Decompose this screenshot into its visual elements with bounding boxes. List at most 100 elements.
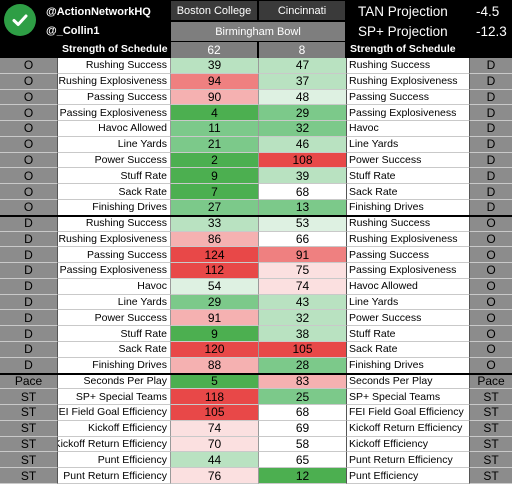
team-left-rank: 76	[170, 468, 258, 484]
team-right-rank: 68	[258, 405, 346, 421]
table-row: ST Kickoff Return Efficiency 70 58 Kickoff E…	[0, 436, 512, 453]
unit-label: ST	[0, 389, 58, 406]
team-right-rank: 108	[258, 152, 346, 169]
stat-label: Stuff Rate	[58, 168, 170, 185]
opponent-stat-label: Kickoff Return Efficiency	[346, 420, 469, 437]
stat-label: Line Yards	[58, 136, 170, 153]
stat-label: Passing Success	[58, 247, 170, 264]
unit-label: ST	[0, 452, 58, 469]
table-row: O Finishing Drives 27 13 Finishing Drives D	[0, 200, 512, 216]
team-left-rank: 88	[170, 357, 258, 374]
table-row: ST Punt Return Efficiency 76 12 Punt Efficie…	[0, 468, 512, 484]
team-right-rank: 75	[258, 263, 346, 279]
team-right-rank: 74	[258, 278, 346, 295]
opponent-stat-label: Rushing Explosiveness	[346, 231, 469, 248]
table-row: O Sack Rate 7 68 Sack Rate D	[0, 184, 512, 200]
unit-label: O	[0, 73, 58, 90]
opponent-stat-label: Passing Explosiveness	[346, 105, 469, 122]
opponent-unit-label: O	[469, 215, 512, 232]
opponent-stat-label: Havoc Allowed	[346, 278, 469, 295]
team-left-rank: 33	[170, 215, 258, 232]
opponent-stat-label: Line Yards	[346, 136, 469, 153]
opponent-unit-label: D	[469, 168, 512, 185]
team-left-rank: 120	[170, 342, 258, 358]
stat-label: Passing Success	[58, 89, 170, 106]
handle-secondary: @_Collin1	[46, 25, 100, 37]
projection-label: SP+ Projection	[358, 24, 448, 39]
opponent-unit-label: O	[469, 326, 512, 342]
team-left-rank: 118	[170, 389, 258, 406]
stat-label: Passing Explosiveness	[58, 263, 170, 279]
stat-label: Sack Rate	[58, 184, 170, 200]
unit-label: D	[0, 278, 58, 295]
table-row: D Line Yards 29 43 Line Yards O	[0, 294, 512, 311]
opponent-unit-label: ST	[469, 420, 512, 437]
table-row: O Passing Success 90 48 Passing Success D	[0, 89, 512, 106]
opponent-stat-label: Stuff Rate	[346, 168, 469, 185]
opponent-unit-label: D	[469, 121, 512, 137]
team-right-rank: 58	[258, 436, 346, 453]
opponent-stat-label: FEI Field Goal Efficiency	[346, 405, 469, 421]
stat-label: Line Yards	[58, 294, 170, 311]
stat-label: Punt Efficiency	[58, 452, 170, 469]
opponent-unit-label: D	[469, 58, 512, 74]
unit-label: O	[0, 58, 58, 74]
opponent-stat-label: Sack Rate	[346, 184, 469, 200]
stat-label: Finishing Drives	[58, 357, 170, 374]
opponent-unit-label: D	[469, 136, 512, 153]
team-left-name: Boston College	[170, 0, 258, 21]
team-right-rank: 32	[258, 310, 346, 327]
section-divider	[0, 372, 512, 375]
sos-label-right: Strength of Schedule	[350, 43, 456, 55]
opponent-unit-label: O	[469, 310, 512, 327]
stat-label: Kickoff Return Efficiency	[58, 436, 170, 453]
opponent-stat-label: Rushing Explosiveness	[346, 73, 469, 90]
unit-label: D	[0, 215, 58, 232]
team-right-rank: 66	[258, 231, 346, 248]
opponent-stat-label: Power Success	[346, 152, 469, 169]
sp-projection: SP+ Projection -12.3	[358, 24, 507, 39]
team-left-rank: 124	[170, 247, 258, 264]
stat-label: Passing Explosiveness	[58, 105, 170, 122]
table-row: D Havoc 54 74 Havoc Allowed O	[0, 278, 512, 295]
stat-label: Power Success	[58, 152, 170, 169]
opponent-unit-label: O	[469, 342, 512, 358]
unit-label: D	[0, 342, 58, 358]
team-right-rank: 65	[258, 452, 346, 469]
table-row: D Passing Success 124 91 Passing Success O	[0, 247, 512, 264]
opponent-stat-label: Rushing Success	[346, 58, 469, 74]
unit-label: ST	[0, 468, 58, 484]
unit-label: ST	[0, 420, 58, 437]
table-row: O Passing Explosiveness 4 29 Passing Explosi…	[0, 105, 512, 122]
opponent-unit-label: D	[469, 89, 512, 106]
opponent-stat-label: Finishing Drives	[346, 200, 469, 216]
table-row: O Rushing Success 39 47 Rushing Success D	[0, 58, 512, 74]
team-right-rank: 91	[258, 247, 346, 264]
opponent-unit-label: O	[469, 247, 512, 264]
team-left-rank: 54	[170, 278, 258, 295]
opponent-stat-label: Kickoff Efficiency	[346, 436, 469, 453]
unit-label: O	[0, 184, 58, 200]
team-right-rank: 43	[258, 294, 346, 311]
team-left-rank: 105	[170, 405, 258, 421]
opponent-unit-label: O	[469, 231, 512, 248]
table-row: ST Kickoff Efficiency 74 69 Kickoff Return E…	[0, 420, 512, 437]
team-right-rank: 47	[258, 58, 346, 74]
team-right-rank: 83	[258, 373, 346, 390]
opponent-stat-label: Line Yards	[346, 294, 469, 311]
team-right-name: Cincinnati	[258, 0, 346, 21]
opponent-stat-label: Havoc	[346, 121, 469, 137]
team-right-rank: 46	[258, 136, 346, 153]
opponent-unit-label: ST	[469, 468, 512, 484]
checkmark-logo-icon	[4, 4, 36, 36]
unit-label: O	[0, 121, 58, 137]
opponent-unit-label: Pace	[469, 373, 512, 390]
stat-label: Havoc	[58, 278, 170, 295]
opponent-stat-label: Stuff Rate	[346, 326, 469, 342]
team-left-rank: 39	[170, 58, 258, 74]
stat-label: FEI Field Goal Efficiency	[58, 405, 170, 421]
team-left-rank: 11	[170, 121, 258, 137]
stat-label: Rushing Success	[58, 58, 170, 74]
opponent-stat-label: Rushing Success	[346, 215, 469, 232]
team-right-rank: 13	[258, 200, 346, 216]
